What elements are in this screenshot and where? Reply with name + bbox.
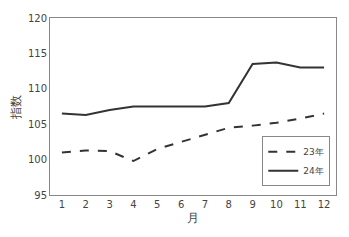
svg-text:月: 月 — [187, 211, 199, 225]
svg-text:1: 1 — [59, 199, 65, 210]
svg-text:115: 115 — [28, 48, 47, 59]
svg-text:110: 110 — [28, 83, 47, 94]
svg-text:12: 12 — [318, 199, 331, 210]
svg-text:4: 4 — [130, 199, 136, 210]
svg-text:指数: 指数 — [9, 95, 23, 120]
svg-text:5: 5 — [154, 199, 160, 210]
svg-text:6: 6 — [178, 199, 184, 210]
svg-text:120: 120 — [28, 13, 47, 24]
svg-text:9: 9 — [249, 199, 255, 210]
svg-text:7: 7 — [202, 199, 208, 210]
svg-text:95: 95 — [34, 190, 47, 201]
svg-text:10: 10 — [270, 199, 283, 210]
svg-text:23年: 23年 — [303, 147, 323, 157]
svg-text:3: 3 — [106, 199, 112, 210]
svg-text:11: 11 — [294, 199, 307, 210]
svg-text:105: 105 — [28, 119, 47, 130]
svg-text:100: 100 — [28, 154, 47, 165]
svg-text:8: 8 — [226, 199, 232, 210]
svg-text:24年: 24年 — [303, 166, 323, 176]
svg-text:2: 2 — [83, 199, 89, 210]
